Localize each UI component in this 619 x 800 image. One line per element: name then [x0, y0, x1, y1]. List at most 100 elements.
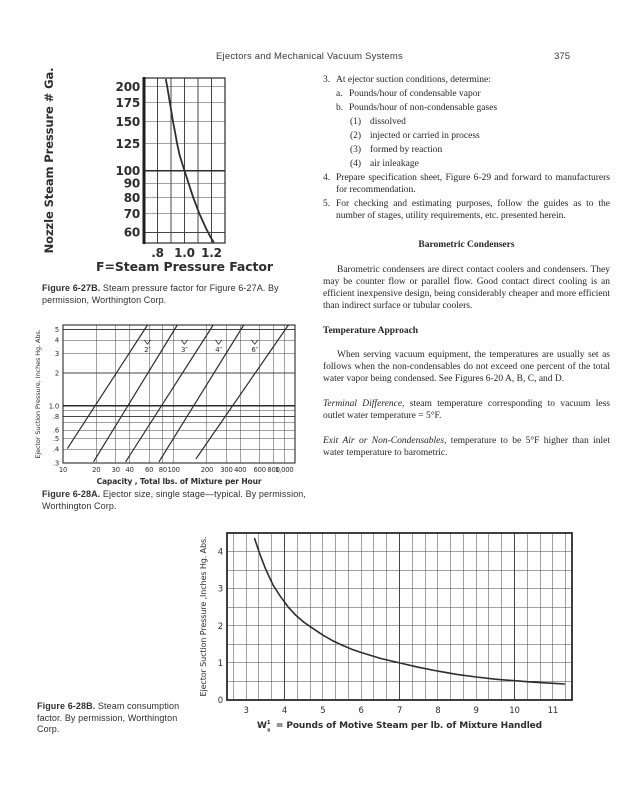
line-label-arrow: [144, 339, 151, 345]
y-tick-label: .5: [53, 435, 59, 443]
list-text: Pounds/hour of non-condensable gases: [349, 103, 498, 113]
section-heading: Barometric Condensers: [418, 240, 515, 250]
term-text: steam temperature corresponding to vacuu…: [323, 399, 610, 421]
figure-6-27b-caption: Figure 6-27B. Steam pressure factor for …: [42, 283, 318, 306]
x-tick-label: 20: [92, 466, 100, 474]
x-tick-label: 1.0: [174, 246, 195, 260]
page-number: 375: [554, 51, 570, 62]
y-tick-label: 60: [124, 226, 140, 240]
x-tick-label: 11: [548, 706, 558, 716]
fig-6-28b-plot: 3 4 5 6 7 8 9 10 11 0 1 2 3 4 Ejector Suction Pressure…: [199, 532, 573, 734]
x-tick-label: 100: [167, 466, 179, 474]
x-tick-label: 7: [397, 706, 402, 716]
fig-6-28a-plot: 2″ 3″ 4″ 6″ 10 20 30 40 60 80 100 200 300 400 600 8001,…: [34, 324, 296, 486]
exit-air-note: Exit Air or Non-Condensables, temperatur…: [323, 435, 610, 459]
x-tick-label: 80: [159, 466, 167, 474]
line-label-arrow: [251, 339, 259, 345]
list-item: (4) air inleakage: [323, 158, 610, 170]
y-axis-label: Ejector Suction Pressure ,Inches Hg. Abs…: [199, 537, 208, 697]
caption-figure-number: Figure 6-28A.: [42, 489, 101, 499]
ejector-size-line-2: [93, 324, 178, 462]
y-tick-label: 100: [116, 164, 140, 178]
y-tick-label: 0: [218, 696, 223, 706]
x-tick-label: 800: [267, 466, 279, 474]
numbered-list: 3. At ejector suction conditions, determi…: [323, 74, 610, 222]
y-tick-label: .4: [53, 446, 59, 454]
list-item: 4. Prepare specification sheet, Figure 6-…: [323, 172, 610, 196]
term-lead: Exit Air or Non-Condensables,: [323, 436, 447, 446]
list-text: Pounds/hour of condensable vapor: [349, 89, 481, 99]
list-text: Prepare specification sheet, Figure 6-29…: [336, 173, 610, 195]
x-tick-label: 1,000: [275, 466, 293, 474]
ejector-size-line-6: [195, 324, 289, 460]
x-tick-label: 9: [474, 706, 479, 716]
list-text: For checking and estimating purposes, fo…: [336, 199, 610, 221]
paragraph-temperature: When serving vacuum equipment, the tempe…: [323, 350, 610, 384]
figure-6-28b-caption: Figure 6-28B. Steam consumption factor. …: [37, 701, 197, 736]
list-text: At ejector suction conditions, determine…: [336, 75, 491, 85]
list-marker: 4.: [323, 173, 331, 183]
y-tick-label: 2: [218, 622, 223, 632]
line-size-label: 6″: [251, 346, 258, 354]
y-tick-label: 3: [55, 350, 59, 358]
list-item: b. Pounds/hour of non-condensable gases: [323, 102, 610, 114]
y-tick-label: .8: [53, 413, 59, 421]
line-label-arrow: [180, 339, 188, 345]
list-marker: (3): [350, 145, 362, 155]
x-tick-label: 300: [220, 466, 232, 474]
x-tick-label: 30: [112, 466, 120, 474]
list-text: dissolved: [370, 117, 406, 127]
paragraph-barometric: Barometric condensers are direct contact…: [323, 265, 610, 311]
ejector-size-line-4: [158, 324, 245, 462]
line-size-label: 2″: [144, 346, 151, 354]
x-tick-label: 5: [320, 706, 325, 716]
y-tick-label: 125: [116, 137, 140, 151]
y-tick-label: 1: [218, 659, 223, 669]
figure-6-28b-chart: 3 4 5 6 7 8 9 10 11 0 1 2 3 4 Ejector Suction Pressure…: [195, 528, 600, 736]
terminal-difference-note: Terminal Difference, steam temperature c…: [323, 398, 610, 422]
y-tick-label: 3: [218, 585, 223, 595]
x-axis-label: Capacity , Total lbs. of Mixture per Hou…: [97, 477, 262, 486]
steam-consumption-curve: [253, 537, 566, 685]
caption-figure-number: Figure 6-28B.: [37, 701, 96, 711]
term-text: temperature to be 5°F higher than inlet …: [323, 436, 610, 458]
y-tick-label: .3: [53, 459, 59, 467]
y-tick-label: 1.0: [49, 402, 59, 410]
y-tick-label: 150: [116, 115, 140, 129]
figure-6-28a-chart: 2″ 3″ 4″ 6″ 10 20 30 40 60 80 100 200 300 400 600 800 1,…: [25, 318, 318, 490]
x-tick-label: 3: [244, 706, 249, 716]
x-tick-label: 10: [509, 706, 519, 716]
x-tick-label: 8: [435, 706, 440, 716]
y-axis-label: Nozzle Steam Pressure # Ga.: [42, 68, 56, 254]
subsection-heading: Temperature Approach: [323, 326, 419, 336]
line-size-label: 4″: [215, 346, 222, 354]
ejector-size-line-3: [125, 324, 214, 462]
list-marker: (2): [350, 131, 362, 141]
x-axis-label: F=Steam Pressure Factor: [96, 259, 274, 274]
list-marker: a.: [336, 89, 343, 99]
x-tick-label: .8: [151, 246, 164, 260]
x-tick-label: 600: [254, 466, 266, 474]
figure-6-27b-chart: .8 1.0 1.2 200 175 150 125 100 90 80 70 60 Nozzle St…: [30, 68, 315, 284]
line-size-label: 3″: [181, 346, 188, 354]
y-tick-label: 80: [124, 191, 140, 205]
list-text: formed by reaction: [370, 145, 443, 155]
y-tick-label: 4: [218, 548, 223, 558]
y-tick-label: .6: [53, 426, 59, 434]
list-item: 5. For checking and estimating purposes, …: [323, 198, 610, 222]
y-tick-label: 200: [116, 80, 140, 94]
body-text-column: 3. At ejector suction conditions, determi…: [323, 74, 610, 472]
list-marker: 5.: [323, 199, 331, 209]
y-tick-label: 175: [116, 96, 140, 110]
y-tick-label: 5: [55, 326, 59, 334]
caption-figure-number: Figure 6-27B.: [42, 283, 101, 293]
caption-text: Ejector size, single stage—typical. By p…: [42, 489, 307, 511]
list-marker: b.: [336, 103, 344, 113]
list-item: (2) injected or carried in process: [323, 130, 610, 142]
list-marker: 3.: [323, 75, 331, 85]
x-tick-label: 1.2: [201, 246, 222, 260]
x-tick-label: 6: [359, 706, 364, 716]
steam-pressure-factor-curve: [164, 78, 215, 243]
